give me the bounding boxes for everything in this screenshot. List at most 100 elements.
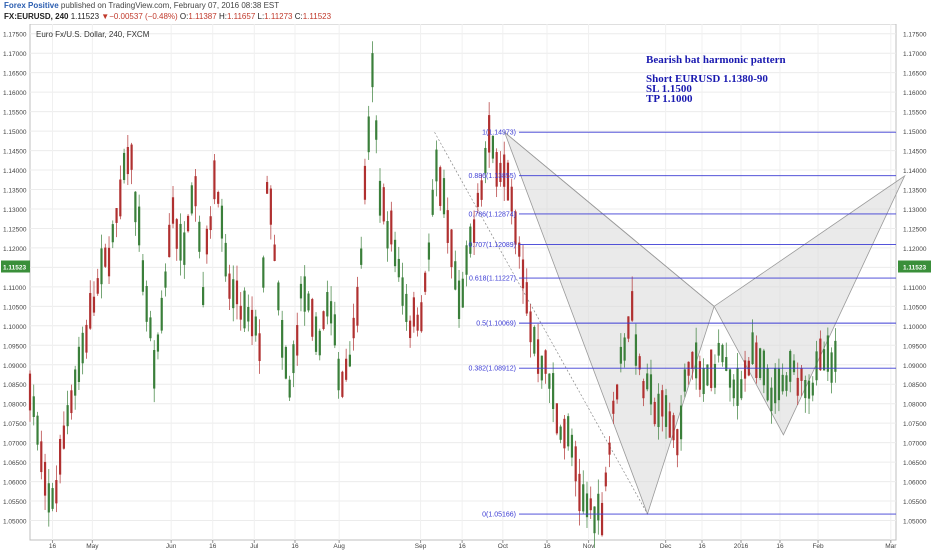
y-tick-label-left: 1.17000: [3, 51, 27, 58]
candle-body: [683, 369, 686, 392]
candle-body: [691, 351, 694, 369]
annotation-title: Bearish bat harmonic pattern: [646, 54, 786, 66]
candle-body: [770, 387, 773, 411]
candle-body: [439, 167, 442, 206]
candle-body: [495, 152, 498, 187]
candle-body: [277, 282, 280, 311]
y-tick-label-left: 1.06000: [3, 480, 27, 487]
candle-body: [657, 393, 660, 428]
y-tick-label-right: 1.14000: [903, 168, 927, 175]
candle-body: [525, 282, 528, 314]
symbol-label[interactable]: FX:EURUSD, 240: [4, 12, 69, 21]
candle-body: [710, 349, 713, 388]
candle-body: [164, 271, 167, 288]
candle-body: [826, 335, 829, 372]
y-tick-label-left: 1.15000: [3, 129, 27, 136]
candle-body: [619, 346, 622, 364]
candle-body: [66, 405, 69, 427]
candle-body: [804, 380, 807, 399]
x-tick-label: Nov: [583, 543, 595, 550]
y-tick-label-left: 1.11000: [3, 285, 26, 292]
y-tick-label-left: 1.08500: [3, 382, 27, 389]
y-tick-label-right: 1.05000: [903, 519, 927, 526]
candle-body: [352, 317, 355, 339]
candle-body: [679, 405, 683, 440]
y-tick-label-right: 1.11000: [903, 285, 926, 292]
publish-info: published on TradingView.com, February 0…: [60, 1, 280, 10]
candle-body: [160, 297, 163, 331]
y-tick-label-right: 1.17000: [903, 51, 927, 58]
y-tick-label-right: 1.16000: [903, 90, 927, 97]
fib-label: 0.707(1.12089): [469, 242, 516, 249]
candle-body: [153, 350, 156, 389]
candle-body: [356, 286, 359, 326]
candle-body: [239, 305, 242, 320]
candle-body: [401, 277, 404, 306]
candle-body: [559, 426, 562, 440]
candle-body: [469, 226, 472, 254]
candle-body: [258, 333, 261, 362]
candle-body: [220, 205, 224, 239]
y-tick-label-left: 1.14500: [3, 149, 27, 156]
candle-body: [815, 351, 818, 381]
candle-body: [119, 179, 122, 217]
price-chart[interactable]: 1(1.14973) 0.886(1.13855) 0.786(1.12874) 0.…: [0, 24, 932, 550]
chart-title: Euro Fx/U.S. Dollar, 240, FXCM: [36, 30, 150, 39]
candle-body: [555, 403, 558, 434]
candle-body: [627, 316, 630, 339]
candle-body: [386, 221, 389, 249]
y-tick-label-right: 1.17500: [903, 32, 927, 39]
candle-body: [378, 180, 382, 216]
last-price-label-left: 1.11523: [3, 265, 27, 272]
candle-body: [250, 309, 254, 337]
candle-body: [476, 192, 479, 207]
candle-body: [405, 293, 408, 322]
candle-body: [811, 382, 814, 396]
fib-label: 0.618(1.11227): [469, 276, 516, 283]
close-value: 1.11523: [302, 12, 332, 21]
y-tick-label-left: 1.16500: [3, 71, 27, 78]
x-tick-label: Feb: [812, 543, 824, 550]
y-tick-label-right: 1.06000: [903, 480, 927, 487]
candle-body: [329, 301, 333, 324]
candle-body: [213, 160, 216, 200]
candle-body: [288, 379, 291, 398]
candle-body: [307, 293, 310, 311]
candle-body: [529, 311, 532, 343]
candle-body: [796, 377, 799, 396]
candle-body: [299, 283, 303, 299]
candle-body: [296, 325, 299, 356]
candle-body: [254, 316, 257, 336]
candle-body: [713, 363, 717, 388]
candle-body: [774, 368, 777, 404]
y-tick-label-left: 1.07500: [3, 421, 27, 428]
candle-body: [156, 334, 160, 352]
candle-body: [363, 165, 367, 200]
y-tick-label-right: 1.10500: [903, 304, 927, 311]
candle-body: [642, 381, 645, 399]
author-link[interactable]: Forex Positive: [4, 1, 59, 10]
candle-body: [510, 186, 513, 212]
candle-body: [92, 296, 96, 313]
candle-body: [743, 360, 747, 379]
candle-body: [171, 197, 175, 224]
y-tick-label-left: 1.09500: [3, 343, 27, 350]
candle-body: [122, 152, 126, 181]
y-tick-label-left: 1.14000: [3, 168, 27, 175]
y-tick-label-left: 1.05000: [3, 519, 27, 526]
candle-body: [676, 429, 679, 456]
trade-annotation: Bearish bat harmonic pattern Short EURUS…: [646, 54, 786, 105]
y-tick-label-right: 1.10000: [903, 324, 927, 331]
candle-body: [194, 176, 197, 207]
y-tick-label-right: 1.16500: [903, 71, 927, 78]
candle-body: [461, 278, 464, 308]
y-tick-label-left: 1.07000: [3, 441, 27, 448]
x-tick-label: 16: [459, 543, 467, 550]
candle-body: [668, 411, 671, 438]
candle-body: [589, 498, 592, 511]
candle-body: [544, 350, 547, 374]
y-tick-label-left: 1.09000: [3, 363, 27, 370]
y-tick-label-right: 1.12500: [903, 226, 927, 233]
candle-body: [732, 379, 735, 399]
candle-body: [36, 415, 39, 445]
